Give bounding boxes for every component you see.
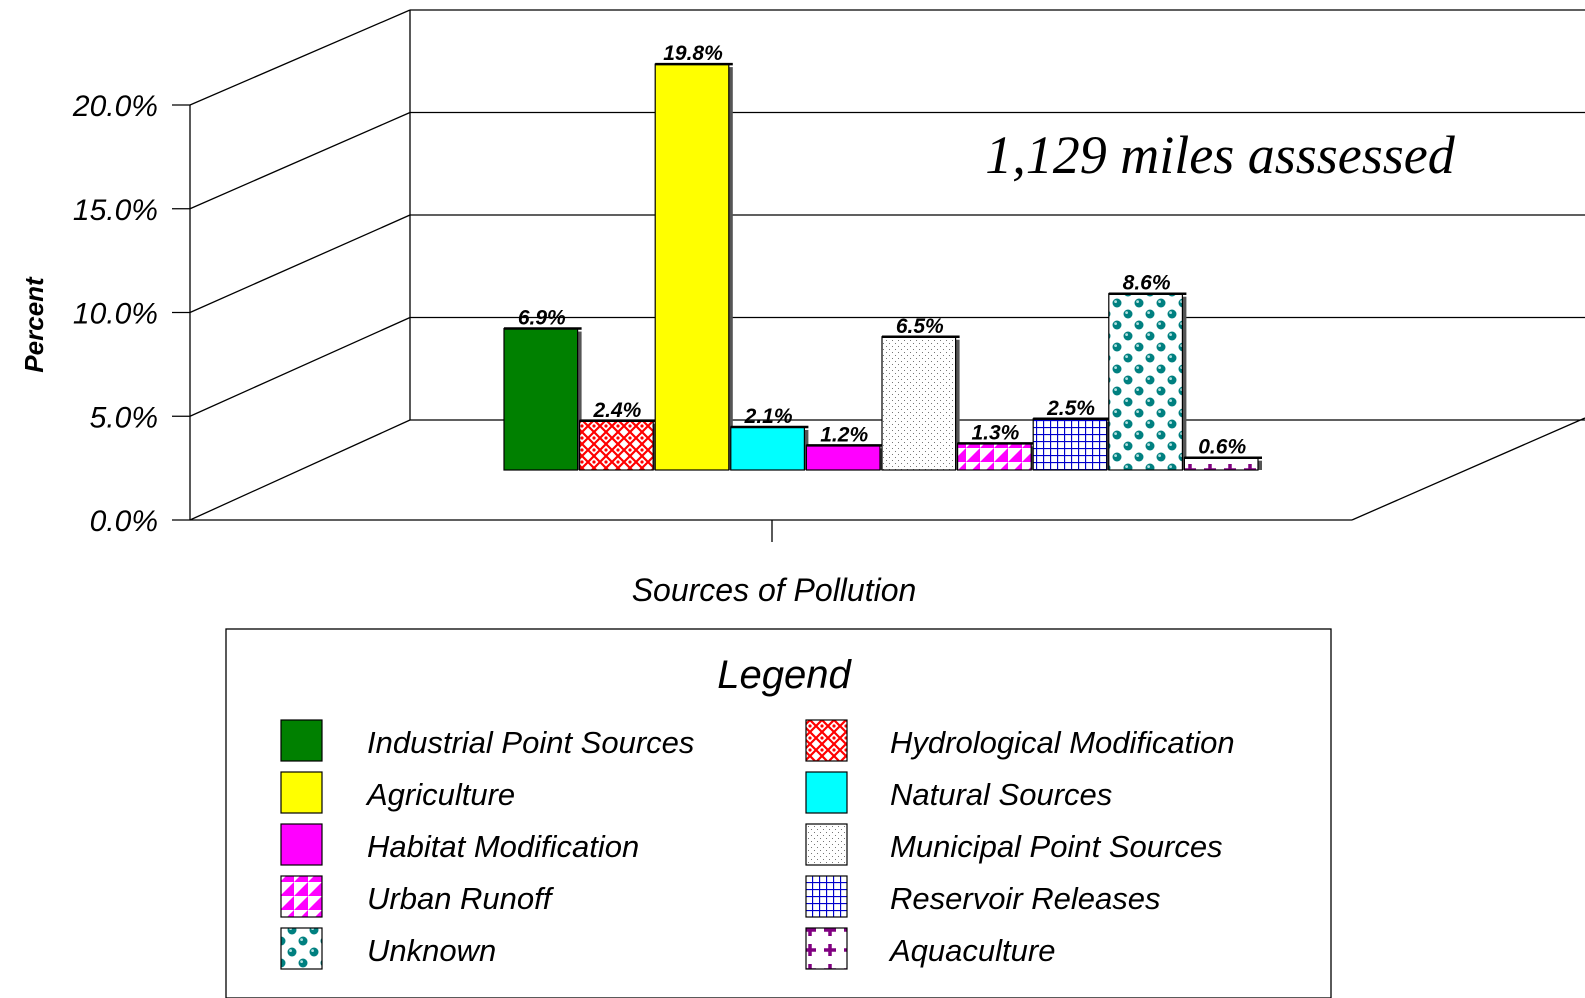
- legend-swatch: [805, 927, 848, 970]
- legend-swatch: [805, 771, 848, 814]
- value-label: 2.1%: [744, 405, 793, 428]
- value-label: 2.4%: [592, 399, 641, 422]
- legend-item: Urban Runoff: [280, 875, 555, 918]
- value-label: 2.5%: [1046, 397, 1095, 420]
- bar: [1183, 456, 1262, 471]
- bar: [805, 444, 884, 471]
- legend-swatch: [280, 823, 323, 866]
- legend-item: Unknown: [280, 927, 496, 970]
- legend-item: Natural Sources: [805, 771, 1112, 814]
- value-labels: 6.9% 2.4% 19.8% 2.1% 1.2% 6.5% 1.3% 2.5% 8.6% 0.6…: [518, 42, 1247, 459]
- bar-side: [577, 331, 582, 470]
- legend-label: Municipal Point Sources: [890, 829, 1223, 864]
- y-tick-label: 0.0%: [90, 505, 158, 538]
- bar: [654, 62, 733, 471]
- legend-swatch: [280, 719, 323, 762]
- value-label: 1.2%: [820, 423, 868, 446]
- gridline-side: [189, 111, 411, 210]
- bar: [1032, 417, 1111, 471]
- y-tick-labels: 0.0% 5.0% 10.0% 15.0% 20.0%: [72, 90, 158, 538]
- bar-face: [578, 420, 654, 471]
- bar: [1108, 292, 1187, 471]
- value-label: 6.9%: [518, 307, 566, 330]
- y-tick-label: 20.0%: [72, 90, 158, 123]
- bar-face: [503, 327, 579, 471]
- bar-side: [1182, 296, 1187, 470]
- legend-swatch: [280, 771, 323, 814]
- legend-item: Agriculture: [280, 771, 515, 814]
- bar: [881, 335, 960, 471]
- bar-face: [956, 442, 1032, 471]
- value-label: 0.6%: [1198, 436, 1246, 459]
- legend-label: Reservoir Releases: [890, 881, 1161, 916]
- floor-right-edge: [1351, 417, 1585, 521]
- value-label: 6.5%: [896, 315, 944, 338]
- legend-label: Aquaculture: [888, 933, 1055, 968]
- y-tick-label: 10.0%: [73, 298, 158, 331]
- y-tick-label: 5.0%: [90, 401, 158, 434]
- bar-face: [1032, 418, 1108, 471]
- legend-title: Legend: [717, 653, 852, 697]
- legend-entries: Industrial Point Sources Hydrological Mod…: [280, 719, 1235, 970]
- legend-label: Habitat Modification: [367, 829, 639, 864]
- bar-side: [955, 339, 960, 470]
- gridline-side: [189, 316, 411, 417]
- bar-face: [1108, 293, 1184, 471]
- legend-swatch: [805, 719, 848, 762]
- bar: [956, 442, 1036, 471]
- legend-box: [225, 628, 1332, 998]
- legend-swatch: [280, 875, 323, 918]
- value-label: 19.8%: [663, 42, 723, 65]
- gridline-side: [189, 214, 411, 314]
- bar: [730, 425, 809, 471]
- value-label: 1.3%: [971, 421, 1019, 444]
- bar: [503, 327, 582, 471]
- legend-swatch: [280, 927, 323, 970]
- bar-face: [654, 63, 730, 471]
- y-tick-label: 15.0%: [73, 194, 158, 227]
- value-label: 8.6%: [1123, 272, 1171, 295]
- legend-label: Industrial Point Sources: [367, 725, 694, 760]
- legend-item: Habitat Modification: [280, 823, 639, 866]
- bar-face: [730, 426, 805, 471]
- legend-swatch: [805, 823, 848, 866]
- legend-label: Natural Sources: [890, 777, 1112, 812]
- gridline-side: [189, 419, 411, 521]
- bar-side: [1258, 460, 1262, 470]
- bar: [578, 419, 658, 471]
- legend-label: Hydrological Modification: [890, 725, 1235, 760]
- legend-label: Unknown: [367, 933, 496, 968]
- legend-swatch: [805, 875, 848, 918]
- legend-label: Urban Runoff: [367, 881, 555, 916]
- annotation-text: 1,129 miles asssessed: [985, 125, 1455, 185]
- bar-face: [881, 336, 957, 471]
- gridline-side: [189, 9, 411, 106]
- legend-item: Aquaculture: [805, 927, 1055, 970]
- legend-item: Municipal Point Sources: [805, 823, 1223, 866]
- legend-item: Industrial Point Sources: [280, 719, 694, 762]
- bars: [503, 62, 1262, 471]
- legend-item: Reservoir Releases: [805, 875, 1161, 918]
- bar-face: [805, 444, 881, 471]
- legend-item: Hydrological Modification: [805, 719, 1235, 762]
- y-axis-label: Percent: [19, 276, 49, 373]
- gridlines: [172, 9, 1585, 521]
- bar-side: [728, 67, 733, 470]
- legend-label: Agriculture: [365, 777, 515, 812]
- x-axis-label: Sources of Pollution: [632, 572, 917, 608]
- bar-face: [1183, 457, 1259, 471]
